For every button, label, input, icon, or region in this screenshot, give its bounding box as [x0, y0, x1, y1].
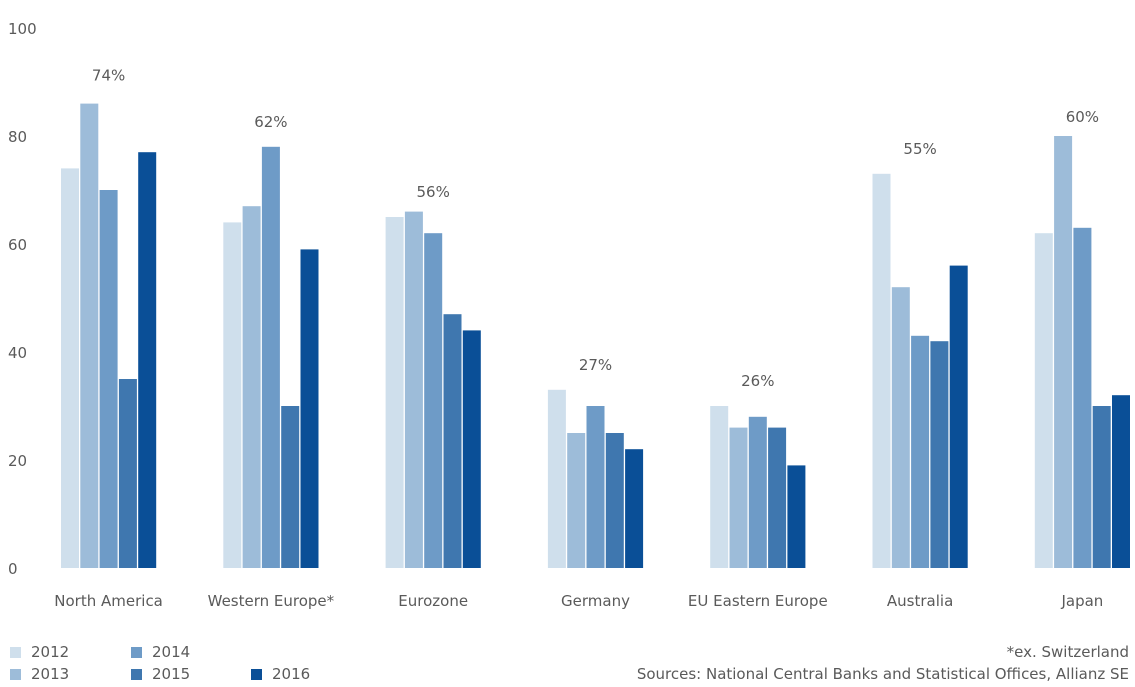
- bar-2012-2: [385, 217, 404, 568]
- bar-2013-0: [80, 103, 99, 568]
- bar-2012-3: [547, 389, 566, 568]
- bar-2013-2: [404, 211, 423, 568]
- legend-label: 2016: [272, 665, 311, 683]
- group-annotation: 26%: [741, 372, 774, 390]
- bar-2014-0: [99, 190, 118, 568]
- legend-label: 2014: [152, 643, 191, 661]
- legend-swatch: [10, 646, 21, 658]
- footnote: *ex. Switzerland: [1006, 643, 1129, 661]
- x-tick-label: Western Europe*: [208, 592, 335, 610]
- bar-2012-0: [61, 168, 79, 568]
- x-axis: North America Western Europe* Eurozone Germ…: [54, 592, 1103, 610]
- bar-2013-5: [891, 287, 910, 568]
- x-tick-label: EU Eastern Europe: [688, 592, 828, 610]
- legend-item-2016: 2016: [251, 665, 310, 683]
- y-axis: 0 20 40 60 80 100: [8, 20, 37, 578]
- y-tick-label: 60: [8, 236, 27, 254]
- group-annotation: 27%: [579, 356, 612, 374]
- y-tick-label: 40: [8, 344, 27, 362]
- bar-2016-6: [1112, 395, 1130, 568]
- legend-item-2013: 2013: [10, 665, 69, 683]
- bar-2012-4: [710, 406, 729, 568]
- bar-2012-6: [1034, 233, 1053, 568]
- legend-swatch: [131, 668, 142, 680]
- group-annotation: 56%: [417, 183, 450, 201]
- bar-2013-4: [729, 427, 748, 568]
- bar-2016-5: [949, 265, 968, 568]
- x-tick-label: Australia: [887, 592, 953, 610]
- bar-2015-2: [443, 314, 462, 568]
- bar-2015-0: [118, 379, 137, 568]
- bar-2015-5: [930, 341, 949, 568]
- bar-2014-6: [1073, 227, 1092, 569]
- legend-label: 2015: [152, 665, 191, 683]
- x-tick-label: Eurozone: [398, 592, 468, 610]
- legend-label: 2013: [31, 665, 70, 683]
- x-tick-label: North America: [54, 592, 163, 610]
- bar-2015-6: [1092, 406, 1111, 568]
- group-annotation: 55%: [903, 140, 936, 158]
- y-tick-label: 100: [8, 20, 37, 38]
- group-annotation: 60%: [1066, 108, 1099, 126]
- legend-swatch: [131, 646, 142, 658]
- bar-chart: 0 20 40 60 80 100 74% 62% 56% 27% 26% 55% 60% North…: [8, 20, 1130, 610]
- group-annotation: 62%: [254, 113, 287, 131]
- bar-2015-4: [768, 427, 787, 568]
- x-tick-label: Germany: [561, 592, 630, 610]
- legend-item-2012: 2012: [10, 643, 69, 661]
- legend: 2012 2013 2014 2015 2016: [0, 640, 400, 687]
- legend-swatch: [251, 668, 262, 680]
- bar-2014-2: [424, 233, 443, 568]
- legend-item-2014: 2014: [131, 643, 190, 661]
- legend-label: 2012: [31, 643, 70, 661]
- y-tick-label: 0: [8, 560, 18, 578]
- bar-2013-6: [1054, 136, 1073, 568]
- bar-2014-3: [586, 406, 605, 568]
- bar-2016-3: [625, 449, 644, 568]
- bar-2012-5: [872, 173, 891, 569]
- bar-2016-0: [138, 152, 157, 568]
- annotations: 74% 62% 56% 27% 26% 55% 60%: [92, 67, 1099, 390]
- bars: [61, 103, 1130, 569]
- bar-2014-1: [261, 146, 280, 569]
- bar-2014-5: [911, 335, 930, 568]
- bar-2013-3: [567, 433, 586, 568]
- bar-2016-2: [462, 330, 481, 568]
- bar-2012-1: [223, 222, 242, 568]
- bar-2013-1: [242, 206, 261, 568]
- bar-2014-4: [748, 416, 767, 568]
- legend-swatch: [10, 668, 21, 680]
- bar-2015-3: [605, 433, 624, 568]
- group-annotation: 74%: [92, 67, 125, 85]
- sources-note: Sources: National Central Banks and Stat…: [636, 665, 1129, 683]
- x-tick-label: Japan: [1060, 592, 1103, 610]
- bar-2015-1: [281, 406, 300, 568]
- bar-2016-1: [300, 249, 319, 568]
- bar-2016-4: [787, 465, 806, 568]
- legend-item-2015: 2015: [131, 665, 190, 683]
- y-tick-label: 80: [8, 128, 27, 146]
- y-tick-label: 20: [8, 452, 27, 470]
